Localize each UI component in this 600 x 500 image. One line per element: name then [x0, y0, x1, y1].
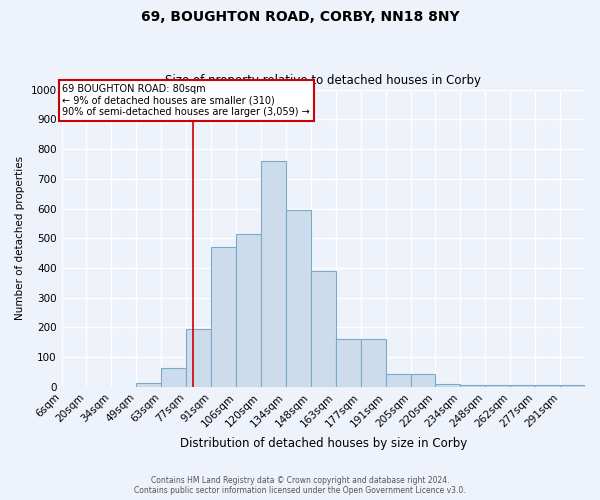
Bar [560, 386, 585, 387]
Bar [336, 340, 361, 387]
Bar [535, 386, 560, 387]
Bar [211, 247, 236, 387]
Bar [261, 161, 286, 387]
Bar [386, 374, 410, 387]
Bar [361, 340, 386, 387]
Bar [286, 210, 311, 387]
Y-axis label: Number of detached properties: Number of detached properties [15, 156, 25, 320]
Bar [186, 329, 211, 387]
Text: 69 BOUGHTON ROAD: 80sqm
← 9% of detached houses are smaller (310)
90% of semi-de: 69 BOUGHTON ROAD: 80sqm ← 9% of detached… [62, 84, 310, 117]
Text: 69, BOUGHTON ROAD, CORBY, NN18 8NY: 69, BOUGHTON ROAD, CORBY, NN18 8NY [140, 10, 460, 24]
Bar [485, 386, 510, 387]
Bar [460, 386, 485, 387]
Bar [436, 384, 460, 387]
Title: Size of property relative to detached houses in Corby: Size of property relative to detached ho… [165, 74, 481, 87]
Text: Contains HM Land Registry data © Crown copyright and database right 2024.
Contai: Contains HM Land Registry data © Crown c… [134, 476, 466, 495]
Bar [161, 368, 186, 387]
Bar [136, 384, 161, 387]
Bar [410, 374, 436, 387]
Bar [236, 234, 261, 387]
Bar [311, 271, 336, 387]
Bar [510, 386, 535, 387]
X-axis label: Distribution of detached houses by size in Corby: Distribution of detached houses by size … [179, 437, 467, 450]
